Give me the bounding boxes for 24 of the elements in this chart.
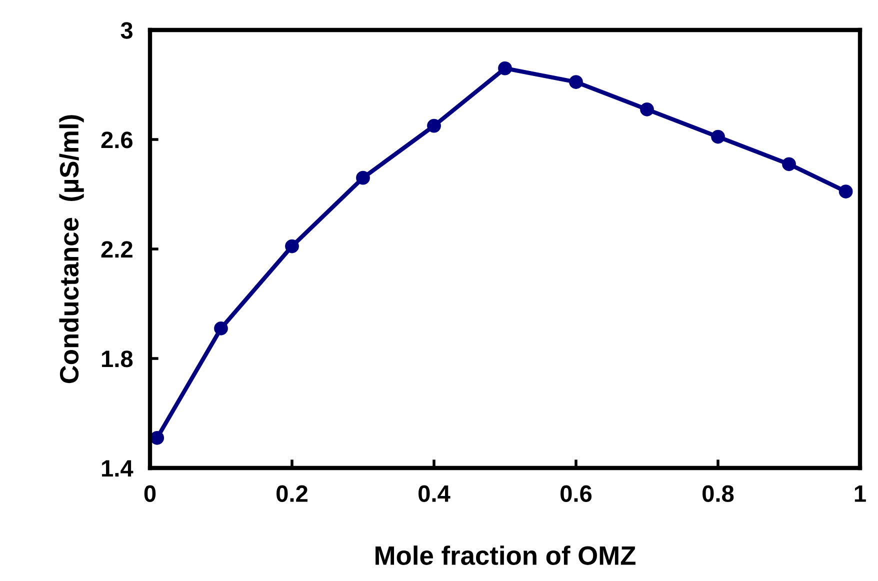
y-tick-label: 2.2 <box>101 241 132 258</box>
point <box>711 130 725 144</box>
point <box>838 184 853 198</box>
point <box>150 430 164 445</box>
point <box>356 170 370 185</box>
point <box>640 102 654 116</box>
point <box>782 157 796 172</box>
point <box>214 321 228 336</box>
point <box>569 75 583 89</box>
x-axis-title: Mole fraction of OMZ <box>376 546 636 565</box>
x-tick-label: 0.8 <box>702 485 734 502</box>
point <box>427 118 441 133</box>
x-tick-label: 0.2 <box>276 485 308 502</box>
x-tick-label: 1 <box>854 486 866 502</box>
y-tick-label: 1.8 <box>102 350 133 368</box>
y-tick-label: 1.4 <box>102 460 134 477</box>
y-tick-label: 2.6 <box>101 132 132 148</box>
point <box>498 61 512 76</box>
x-tick-label: 0.6 <box>560 485 592 502</box>
x-tick-label: 0 <box>144 485 156 502</box>
point <box>285 239 299 254</box>
y-tick-label: 3 <box>120 22 132 39</box>
y-axis-title: Conductance (µS/ml) <box>59 115 84 384</box>
x-tick-label: 0.4 <box>418 485 450 502</box>
